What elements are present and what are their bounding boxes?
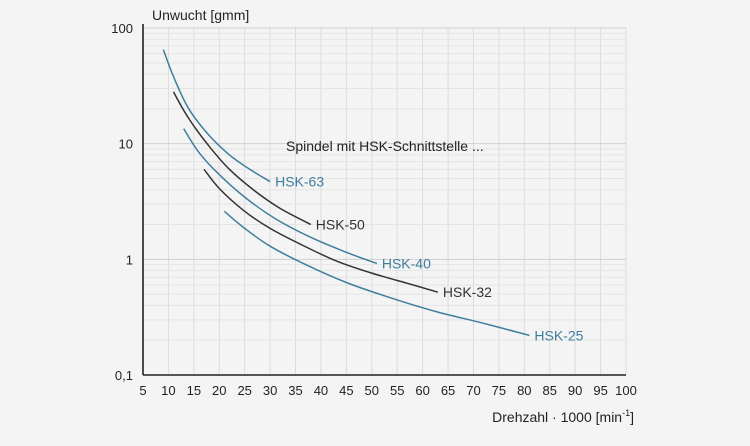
y-axis-label: Unwucht [gmm] [152, 7, 249, 23]
x-tick-label: 25 [237, 383, 251, 398]
x-tick-label: 95 [593, 383, 607, 398]
y-tick-label: 1 [126, 252, 133, 267]
series-line-hsk-25 [223, 210, 530, 337]
chart-annotation: Spindel mit HSK-Schnittstelle ... [286, 138, 484, 154]
x-tick-label: 60 [415, 383, 429, 398]
series-label-hsk-50: HSK-50 [316, 217, 365, 233]
y-tick-label: 0,1 [115, 368, 133, 383]
series-label-hsk-25: HSK-25 [534, 327, 583, 343]
x-tick-label: 5 [139, 383, 146, 398]
x-tick-label: 40 [314, 383, 328, 398]
series-labels: HSK-63 HSK-50 HSK-40 HSK-32 HSK-25 [275, 174, 584, 344]
x-tick-label: 55 [390, 383, 404, 398]
y-tick-label: 10 [119, 137, 133, 152]
series-label-hsk-40: HSK-40 [382, 256, 431, 272]
series-line-hsk-63 [162, 49, 271, 183]
x-ticks: 5 10 15 20 25 30 35 40 45 50 55 60 65 70 75 80 85 90 95 100 [139, 383, 636, 398]
x-axis-label-main: Drehzahl · 1000 [min [492, 409, 622, 425]
x-tick-label: 10 [161, 383, 175, 398]
x-axis-label-sup: -1 [622, 408, 630, 418]
x-tick-label: 85 [543, 383, 557, 398]
x-tick-label: 50 [365, 383, 379, 398]
x-axis-label: Drehzahl · 1000 [min-1] [492, 408, 634, 425]
series-line-hsk-50 [172, 91, 312, 226]
series-line-hsk-32 [203, 168, 439, 293]
grid [143, 27, 627, 375]
series-label-hsk-32: HSK-32 [443, 284, 492, 300]
y-tick-label: 100 [111, 21, 133, 36]
series-layer [162, 49, 530, 337]
x-tick-label: 35 [288, 383, 302, 398]
series-line-hsk-40 [183, 128, 378, 265]
x-tick-label: 100 [615, 383, 637, 398]
x-tick-label: 15 [187, 383, 201, 398]
x-tick-label: 90 [568, 383, 582, 398]
x-tick-label: 20 [212, 383, 226, 398]
x-tick-label: 75 [492, 383, 506, 398]
x-tick-label: 30 [263, 383, 277, 398]
x-tick-label: 80 [517, 383, 531, 398]
x-tick-label: 45 [339, 383, 353, 398]
x-tick-label: 70 [466, 383, 480, 398]
series-label-hsk-63: HSK-63 [275, 174, 324, 190]
x-axis-label-suffix: ] [630, 409, 634, 425]
x-tick-label: 65 [441, 383, 455, 398]
y-ticks: 0,1 1 10 100 [111, 21, 133, 383]
